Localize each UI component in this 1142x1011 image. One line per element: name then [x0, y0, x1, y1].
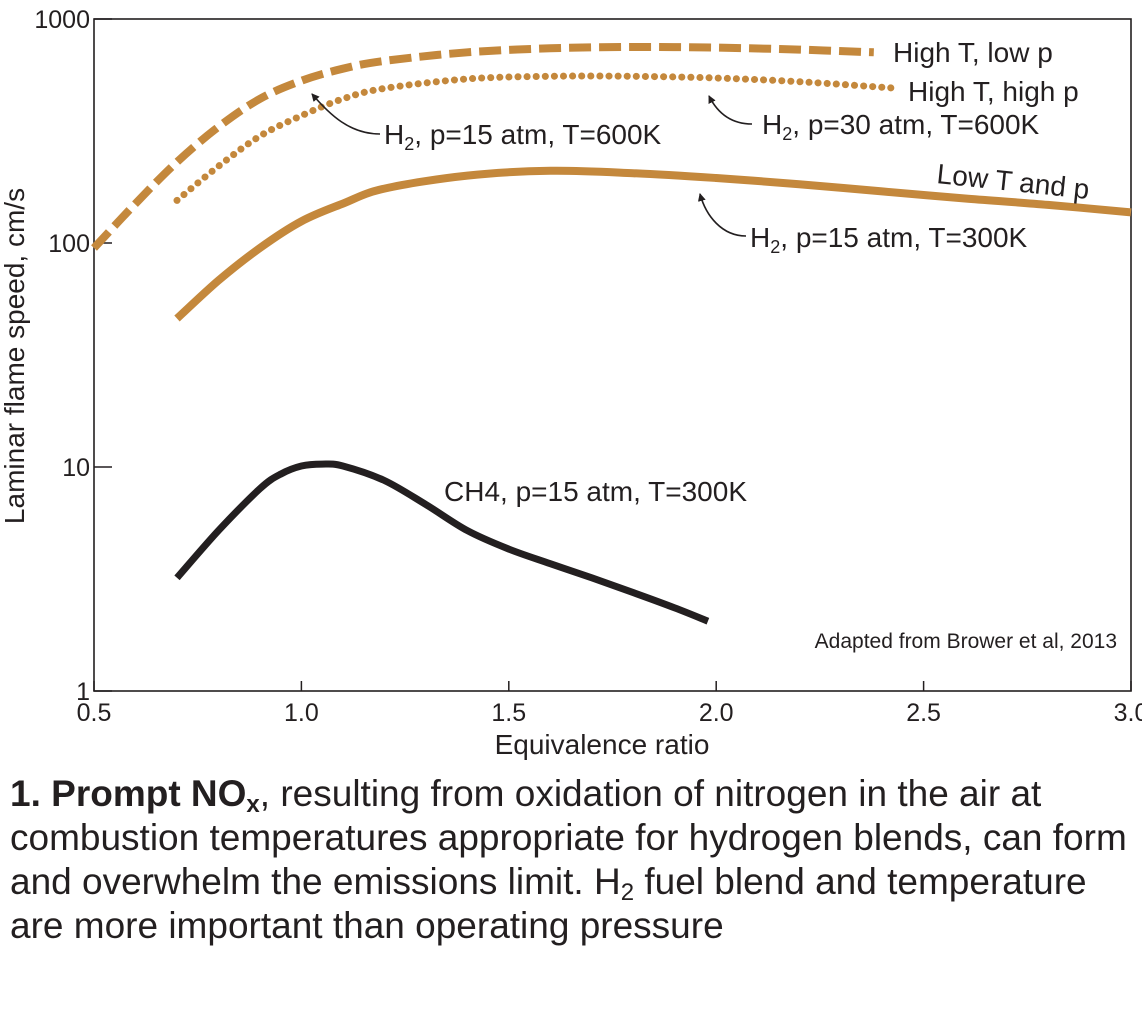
annotation-detail: p=15 atm, T=600K [430, 119, 662, 150]
annotation-detail: p=30 atm, T=600K [808, 109, 1040, 140]
caption-h2-sub: 2 [620, 879, 635, 906]
series-h2-high-t-high-p [173, 72, 903, 204]
x-tick-label: 3.0 [1114, 699, 1142, 727]
series-label-high-t-low-p: High T, low p [893, 37, 1053, 68]
x-tick-label: 2.5 [906, 699, 941, 727]
caption-text-b: fuel blend and temperature are more impo… [10, 861, 1087, 946]
h2-symbol: H [762, 109, 782, 140]
annotation-detail: p=15 atm, T=300K [796, 222, 1028, 253]
h2-symbol: H [384, 119, 404, 150]
axis-ticks: 0.5 1.0 1.5 2.0 2.5 3.0 1 10 100 1000 [34, 6, 1142, 727]
series-label-high-t-high-p: High T, high p [908, 76, 1079, 107]
h2-symbol: H [750, 222, 770, 253]
caption-heading: 1. Prompt NOx [10, 773, 260, 818]
leader-arrow-1 [311, 93, 381, 135]
h2-subscript: 2 [404, 134, 414, 154]
series-label-ch4: CH4, p=15 atm, T=300K [444, 476, 747, 507]
annotation-h2-30atm-600k: H2, p=30 atm, T=600K [762, 109, 1040, 144]
x-tick-label: 1.5 [491, 699, 526, 727]
x-tick-label: 0.5 [77, 699, 112, 727]
y-tick-label: 1000 [34, 6, 90, 34]
caption-text-a: , resulting from oxidation of nitrogen i… [10, 773, 1127, 902]
leader-arrow-2 [708, 95, 753, 125]
x-axis-title: Equivalence ratio [495, 729, 710, 760]
series-h2-high-t-low-p [91, 42, 874, 251]
x-tick-label: 1.0 [284, 699, 319, 727]
series-ch4 [174, 460, 710, 625]
y-axis-title: Laminar flame speed, cm/s [0, 188, 30, 524]
leader-arrow-3 [697, 193, 747, 237]
series-lines [91, 42, 1132, 625]
x-tick-label: 2.0 [699, 699, 734, 727]
y-tick-label: 1 [76, 678, 90, 706]
h2-subscript: 2 [782, 124, 792, 144]
annotation-h2-15atm-300k: H2, p=15 atm, T=300K [750, 222, 1028, 257]
source-credit: Adapted from Brower et al, 2013 [815, 630, 1117, 653]
flame-speed-chart: 0.5 1.0 1.5 2.0 2.5 3.0 1 10 100 1000 Equivalence… [0, 6, 1142, 760]
h2-subscript: 2 [770, 237, 780, 257]
annotation-h2-15atm-600k: H2, p=15 atm, T=600K [384, 119, 662, 154]
y-tick-label: 100 [48, 230, 90, 258]
series-h2-low-t-and-p [174, 166, 1132, 322]
caption: 1. Prompt NOx, resulting from oxidation … [10, 772, 1135, 948]
plot-frame [93, 18, 1132, 692]
y-tick-label: 10 [62, 454, 90, 482]
